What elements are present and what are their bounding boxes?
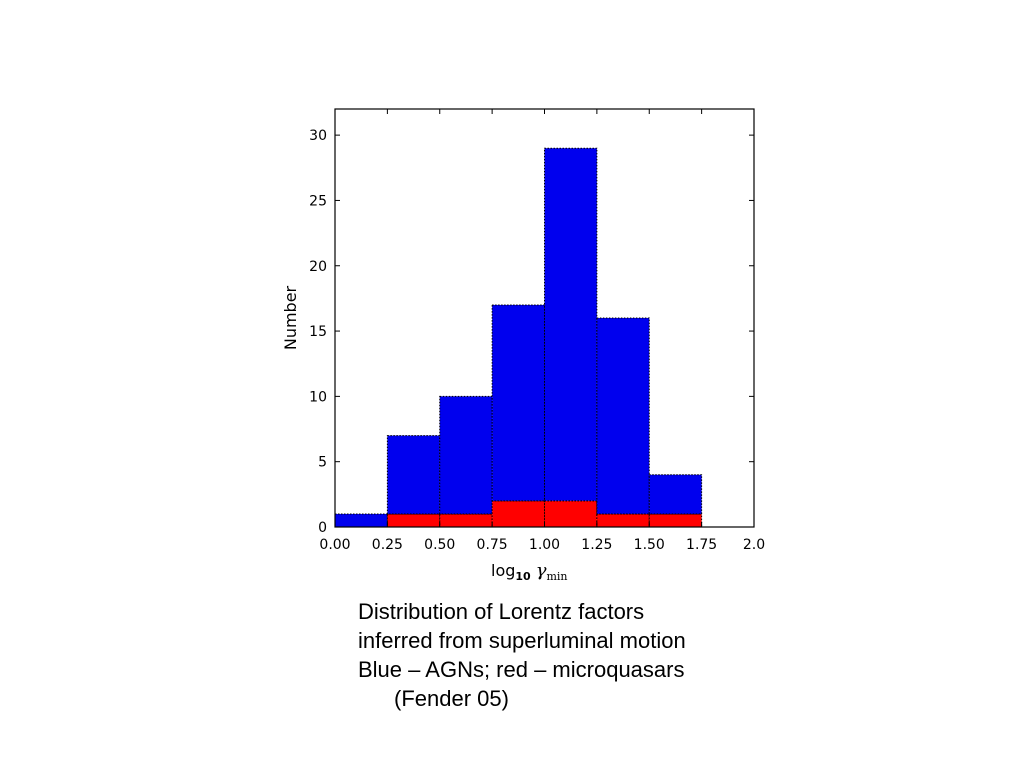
x-tick-label-3: 0.75 <box>477 537 508 553</box>
bar-red-6 <box>648 513 703 528</box>
caption-citation: (Fender 05) <box>394 686 509 711</box>
x-tick-label-5: 1.25 <box>581 537 612 553</box>
x-axis-title: log10 γmin <box>491 560 568 583</box>
bar-red-2 <box>439 513 493 528</box>
y-tick-label-5: 25 <box>309 193 327 209</box>
histogram-chart: 0.00 0.25 0.50 0.75 1.00 1.25 1.50 1.75 2.0 0 5 10 1… <box>281 108 765 583</box>
x-axis-log-subscript: 10 <box>515 570 531 583</box>
y-tick-label-2: 10 <box>309 389 327 405</box>
y-tick-label-6: 30 <box>309 128 327 144</box>
y-tick-label-4: 20 <box>309 259 327 275</box>
bar-blue-6 <box>648 474 703 515</box>
bar-red-1 <box>386 513 441 528</box>
y-tick-label-3: 15 <box>309 324 327 340</box>
y-tick-label-1: 5 <box>318 455 327 471</box>
x-tick-label-8: 2.0 <box>743 537 765 553</box>
x-tick-label-2: 0.50 <box>424 537 455 553</box>
bar-red-3 <box>491 500 545 528</box>
bar-blue-2 <box>439 395 493 515</box>
bar-blue-0 <box>334 513 388 528</box>
caption-line-3: Blue – AGNs; red – microquasars <box>358 657 685 682</box>
bars-group <box>334 147 703 528</box>
caption-line-1: Distribution of Lorentz factors <box>358 599 645 624</box>
bar-blue-5 <box>596 317 650 515</box>
x-axis-log: log <box>491 561 515 580</box>
x-axis-gamma-subscript: min <box>546 570 567 583</box>
caption-line-2: inferred from superluminal motion <box>358 628 686 653</box>
x-tick-label-1: 0.25 <box>372 537 403 553</box>
bar-blue-4 <box>544 147 598 502</box>
y-tick-label-0: 0 <box>318 520 327 536</box>
bar-red-4 <box>544 500 598 528</box>
caption: Distribution of Lorentz factors inferred… <box>358 597 778 713</box>
bar-blue-3 <box>491 304 545 502</box>
y-axis-title: Number <box>281 285 300 350</box>
x-tick-label-6: 1.50 <box>634 537 665 553</box>
x-tick-label-0: 0.00 <box>319 537 350 553</box>
x-tick-label-7: 1.75 <box>686 537 717 553</box>
x-tick-label-4: 1.00 <box>529 537 560 553</box>
bar-red-5 <box>596 513 650 528</box>
x-axis-gamma-symbol: γ <box>536 560 547 581</box>
tick-labels-group: 0.00 0.25 0.50 0.75 1.00 1.25 1.50 1.75 2.0 0 5 10 1… <box>309 128 765 553</box>
ticks-group <box>334 109 755 528</box>
bar-blue-1 <box>386 435 441 515</box>
